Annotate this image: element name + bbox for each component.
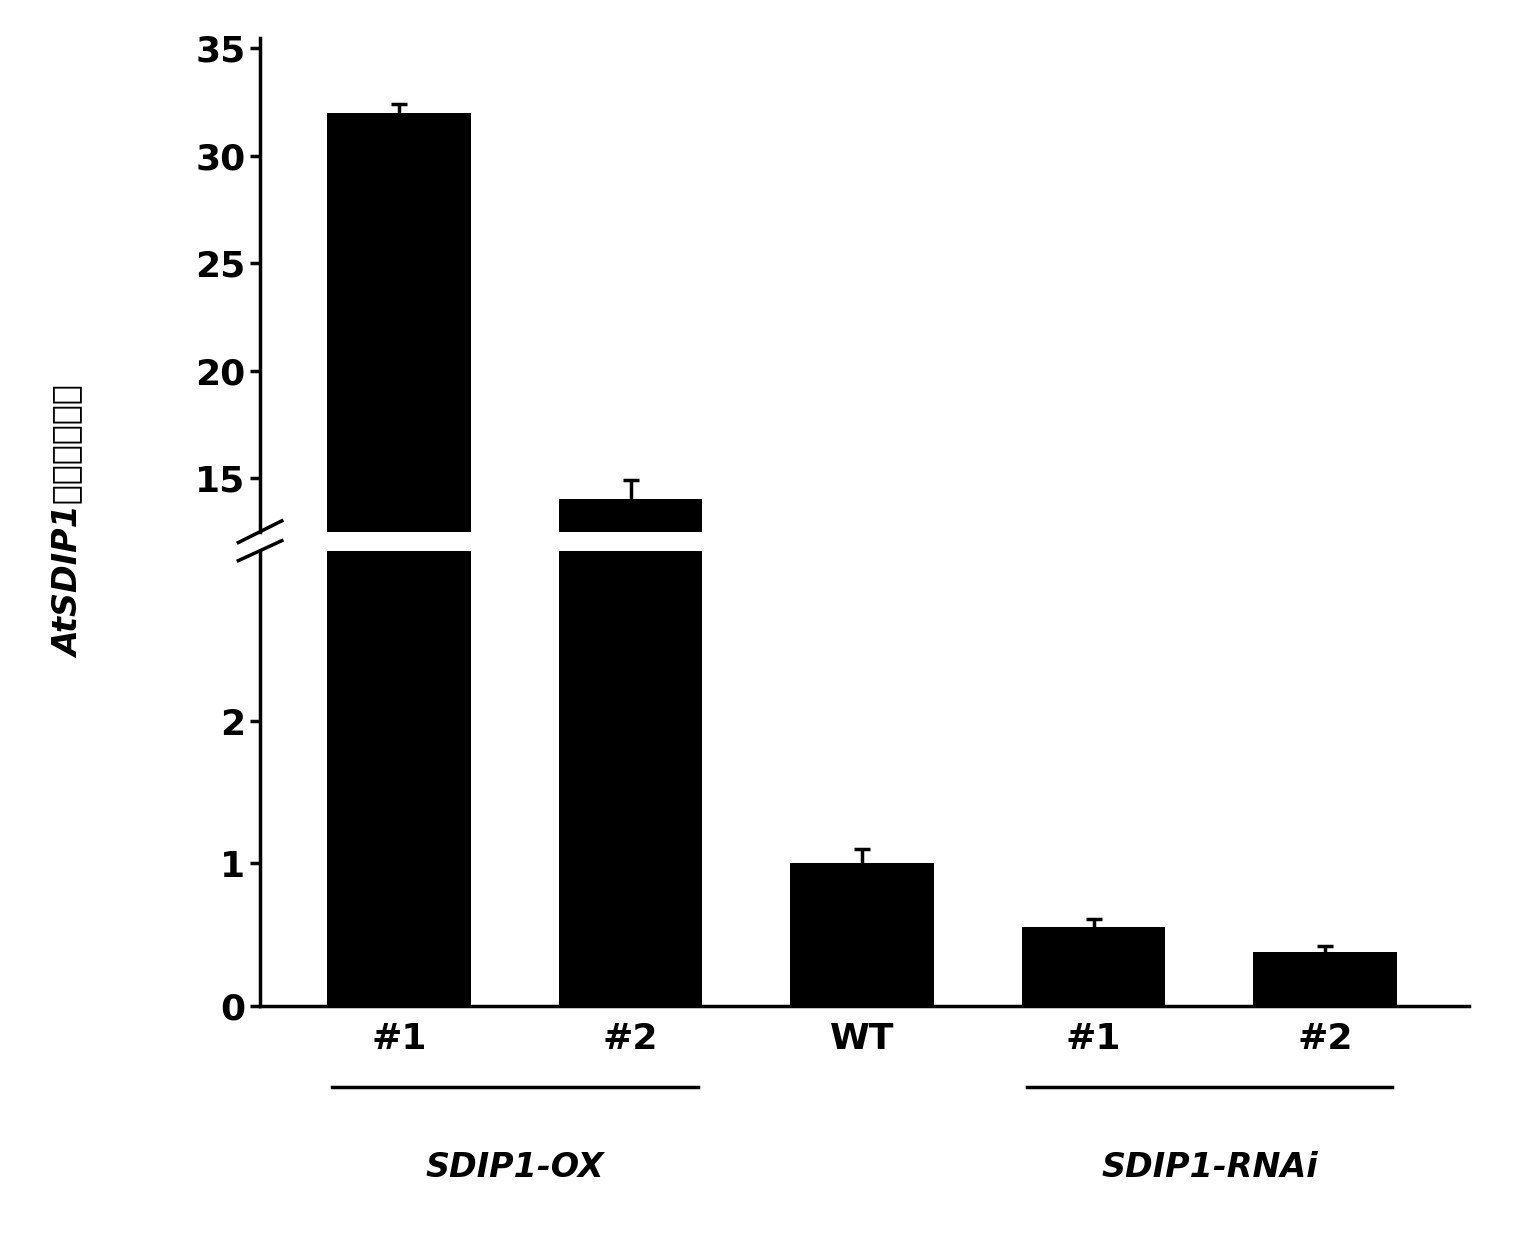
- Bar: [1253, 792, 1397, 801]
- Text: SDIP1-OX: SDIP1-OX: [425, 1151, 604, 1184]
- Bar: [791, 864, 933, 1006]
- Bar: [1022, 788, 1166, 801]
- Bar: [791, 778, 933, 801]
- Text: SDIP1-RNAi: SDIP1-RNAi: [1102, 1151, 1317, 1184]
- Text: AtSDIP1的相对表达量: AtSDIP1的相对表达量: [52, 386, 86, 657]
- Bar: [558, 499, 702, 801]
- Bar: [327, 113, 471, 801]
- Bar: [558, 0, 702, 1006]
- Bar: [327, 0, 471, 1006]
- Bar: [1253, 952, 1397, 1006]
- Bar: [1022, 928, 1166, 1006]
